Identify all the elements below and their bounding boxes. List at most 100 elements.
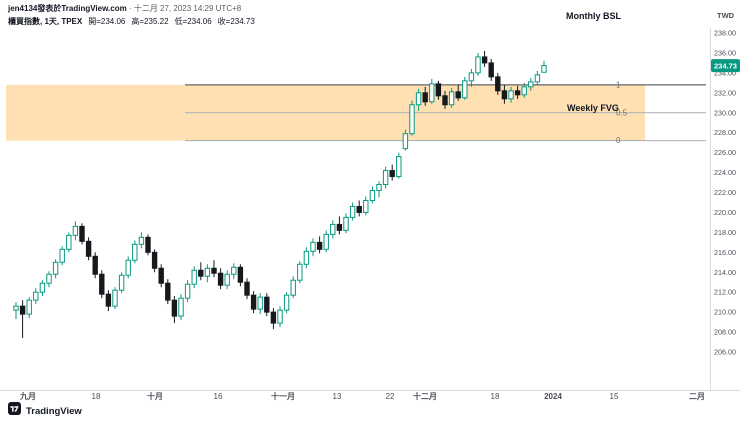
candle-body-down bbox=[105, 293, 112, 307]
currency-label[interactable]: TWD bbox=[717, 11, 735, 20]
candle-body-down bbox=[435, 83, 442, 97]
ohlc-close-label: 收= bbox=[217, 17, 231, 26]
byline: jen4134發表於TradingView.com · 十二月 27, 2023… bbox=[8, 3, 241, 14]
candle-body-up bbox=[468, 72, 475, 82]
time-tick-label[interactable]: 22 bbox=[386, 392, 395, 401]
price-tick-label[interactable]: 238.00 bbox=[714, 29, 736, 38]
candle-body-down bbox=[514, 90, 521, 96]
symbol-name[interactable]: 櫃買指數, 1天, TPEX bbox=[8, 17, 83, 26]
price-tick-label[interactable]: 224.00 bbox=[714, 168, 736, 177]
candle-body-down bbox=[99, 273, 105, 295]
candle-body-up bbox=[224, 273, 230, 286]
byline-date: 十二月 27, 2023 14:29 UTC+8 bbox=[133, 4, 242, 13]
candle-body-up bbox=[528, 81, 534, 88]
candle-body-down bbox=[264, 296, 270, 313]
time-tick-label[interactable]: 2024 bbox=[544, 392, 562, 401]
price-tick-label[interactable]: 218.00 bbox=[714, 228, 736, 237]
candle-body-down bbox=[92, 255, 98, 275]
price-tick-label[interactable]: 236.00 bbox=[714, 48, 736, 57]
candle-body-up bbox=[39, 282, 46, 293]
candle-body-down bbox=[501, 90, 508, 100]
candle-body-up bbox=[534, 74, 541, 83]
candle-body-up bbox=[349, 205, 356, 218]
candle-body-down bbox=[422, 92, 428, 103]
candle-body-up bbox=[277, 309, 283, 324]
candle-body-up bbox=[26, 299, 32, 315]
byline-author[interactable]: jen4134發表於TradingView.com bbox=[8, 4, 127, 13]
byline-separator: · bbox=[126, 4, 134, 13]
price-tick-label[interactable]: 228.00 bbox=[714, 128, 736, 137]
candle-body-up bbox=[66, 234, 72, 250]
candle-body-down bbox=[158, 267, 164, 284]
ohlc-high-label: 高= bbox=[131, 17, 145, 26]
candle-body-up bbox=[363, 199, 369, 213]
weekly-fvg-label[interactable]: Weekly FVG bbox=[567, 103, 619, 113]
ohlc-close: 收=234.73 bbox=[218, 17, 255, 26]
candle-body-up bbox=[33, 291, 39, 301]
tradingview-attribution[interactable]: TradingView bbox=[8, 402, 82, 420]
candle-body-up bbox=[59, 248, 65, 263]
time-tick-label[interactable]: 15 bbox=[610, 392, 619, 401]
time-tick-label[interactable]: 18 bbox=[92, 392, 101, 401]
candle-body-down bbox=[455, 91, 461, 99]
candle-body-up bbox=[541, 65, 547, 73]
price-tick-label[interactable]: 226.00 bbox=[714, 148, 736, 157]
monthly-bsl-label[interactable]: Monthly BSL bbox=[566, 11, 621, 21]
price-tick-label[interactable]: 210.00 bbox=[714, 308, 736, 317]
candle-body-down bbox=[356, 205, 362, 213]
candle-body-down bbox=[244, 281, 250, 296]
last-price-badge bbox=[711, 59, 740, 73]
candle-body-down bbox=[389, 170, 395, 178]
candle-body-down bbox=[198, 269, 204, 277]
time-tick-label[interactable]: 18 bbox=[491, 392, 500, 401]
candle-body-up bbox=[118, 274, 125, 291]
candle-body-up bbox=[429, 83, 435, 103]
price-tick-label[interactable]: 208.00 bbox=[714, 328, 736, 337]
candle-body-down bbox=[217, 272, 224, 286]
last-price-badge-text: 234.73 bbox=[714, 61, 737, 70]
price-tick-label[interactable]: 216.00 bbox=[714, 248, 736, 257]
candle-body-up bbox=[138, 236, 145, 245]
candle-body-up bbox=[13, 305, 19, 311]
candle-body-up bbox=[448, 91, 455, 106]
price-tick-label[interactable]: 234.00 bbox=[714, 68, 736, 77]
candle-body-up bbox=[132, 243, 138, 261]
candle-body-up bbox=[310, 241, 316, 252]
candle-body-up bbox=[46, 273, 52, 284]
candle-body-down bbox=[145, 236, 151, 253]
price-tick-label[interactable]: 212.00 bbox=[714, 288, 736, 297]
time-tick-label[interactable]: 十月 bbox=[147, 391, 163, 401]
symbol-info-row[interactable]: 櫃買指數, 1天, TPEX 開=234.06 高=235.22 低=234.06 收=… bbox=[8, 16, 255, 27]
time-tick-label[interactable]: 二月 bbox=[689, 392, 705, 401]
price-tick-label[interactable]: 222.00 bbox=[714, 188, 736, 197]
candle-body-up bbox=[323, 233, 329, 250]
ohlc-close-value: 234.73 bbox=[230, 17, 255, 26]
price-tick-label[interactable]: 220.00 bbox=[714, 208, 736, 217]
time-tick-label[interactable]: 13 bbox=[333, 392, 342, 401]
candle-body-up bbox=[409, 104, 415, 135]
candle-body-down bbox=[442, 95, 448, 106]
candle-body-up bbox=[475, 56, 481, 74]
price-tick-label[interactable]: 232.00 bbox=[714, 88, 736, 97]
time-tick-label[interactable]: 16 bbox=[214, 392, 223, 401]
price-tick-label[interactable]: 230.00 bbox=[714, 108, 736, 117]
time-tick-label[interactable]: 十一月 bbox=[271, 391, 295, 401]
candle-body-down bbox=[211, 267, 217, 274]
ohlc-high-value: 235.22 bbox=[144, 17, 169, 26]
ohlc-open-value: 234.06 bbox=[100, 17, 126, 26]
time-tick-label[interactable]: 十二月 bbox=[413, 391, 437, 401]
candle-body-up bbox=[125, 259, 131, 276]
price-tick-label[interactable]: 206.00 bbox=[714, 348, 736, 357]
candle-body-up bbox=[297, 263, 303, 281]
candle-body-up bbox=[415, 92, 422, 106]
candle-body-down bbox=[151, 251, 158, 269]
candle-body-up bbox=[343, 216, 349, 231]
price-tick-label[interactable]: 214.00 bbox=[714, 268, 736, 277]
candle-body-up bbox=[376, 184, 382, 192]
time-tick-label[interactable]: 九月 bbox=[19, 391, 36, 401]
candle-body-up bbox=[112, 289, 118, 307]
candle-body-up bbox=[52, 261, 59, 275]
candle-body-up bbox=[382, 170, 389, 186]
